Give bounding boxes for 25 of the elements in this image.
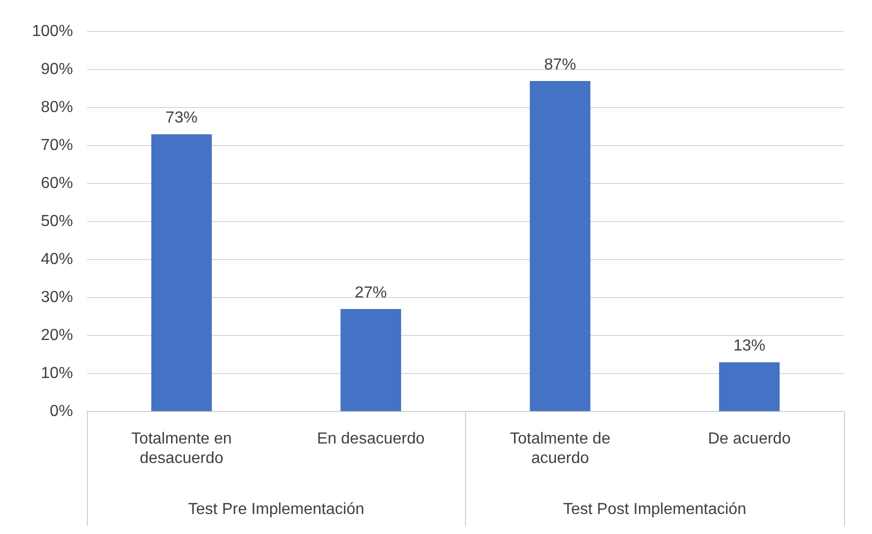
- text: Test Pre Implementación: [188, 501, 364, 518]
- y-tick-label: 90%: [40, 61, 73, 78]
- y-tick-label: 0%: [50, 403, 73, 420]
- x-tick-label: En desacuerdo: [317, 430, 425, 448]
- y-tick-label: 70%: [40, 137, 73, 154]
- text: Test Post Implementación: [563, 501, 746, 518]
- bar: [530, 81, 590, 412]
- y-tick-label: 80%: [40, 99, 73, 116]
- bar: [719, 362, 780, 412]
- data-label: 13%: [733, 338, 766, 355]
- x-tick-label: De acuerdo: [708, 430, 791, 448]
- data-label: 87%: [544, 56, 576, 74]
- x-tick-label: Totalmente de acuerdo: [510, 430, 610, 467]
- y-tick-label: 10%: [40, 365, 73, 382]
- y-tick-label: 50%: [40, 213, 73, 230]
- x-tick-label: Totalmente en desacuerdo: [131, 430, 232, 467]
- y-tick-label: 100%: [32, 23, 73, 40]
- y-tick-label: 20%: [40, 327, 73, 344]
- data-label: 73%: [166, 110, 198, 127]
- bar: [340, 309, 402, 412]
- y-tick-label: 30%: [40, 289, 73, 306]
- data-label: 27%: [354, 284, 387, 302]
- y-tick-label: 40%: [40, 251, 73, 268]
- y-tick-label: 60%: [40, 175, 73, 192]
- bar: [151, 134, 212, 412]
